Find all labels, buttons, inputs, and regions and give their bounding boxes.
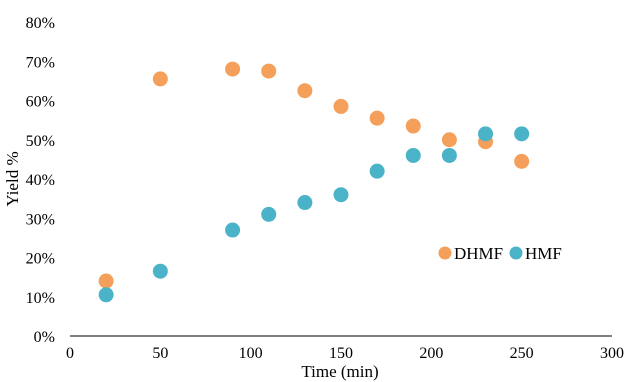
y-tick-label: 40%: [26, 172, 55, 189]
legend-label-hmf: HMF: [525, 244, 562, 263]
data-point-hmf: [369, 163, 385, 179]
data-point-hmf: [441, 147, 457, 163]
data-point-hmf: [261, 206, 277, 222]
data-point-hmf: [225, 222, 241, 238]
data-point-dhmf: [441, 132, 457, 148]
x-axis-title: Time (min): [301, 362, 378, 381]
data-point-dhmf: [333, 98, 349, 114]
y-tick-label: 30%: [26, 211, 55, 228]
y-tick-label: 70%: [26, 54, 55, 71]
data-point-dhmf: [514, 153, 530, 169]
x-tick-label: 100: [239, 345, 263, 362]
data-points: [98, 61, 530, 303]
data-point-hmf: [478, 126, 494, 142]
y-axis-ticks: 0% 10% 20% 30% 40% 50% 60% 70% 80%: [26, 15, 55, 346]
legend-label-dhmf: DHMF: [454, 244, 503, 263]
data-point-hmf: [333, 187, 349, 203]
y-tick-label: 50%: [26, 133, 55, 150]
data-point-dhmf: [152, 71, 168, 87]
data-point-dhmf: [225, 61, 241, 77]
x-tick-label: 200: [419, 345, 443, 362]
data-point-dhmf: [369, 110, 385, 126]
x-tick-label: 150: [329, 345, 353, 362]
y-tick-label: 0%: [34, 329, 55, 346]
data-point-hmf: [514, 126, 530, 142]
x-tick-label: 300: [600, 345, 624, 362]
data-point-hmf: [152, 263, 168, 279]
data-point-hmf: [297, 195, 313, 211]
x-tick-label: 0: [66, 345, 74, 362]
y-tick-label: 80%: [26, 15, 55, 32]
y-axis-title: Yield %: [3, 151, 22, 206]
data-point-dhmf: [297, 83, 313, 99]
x-axis-ticks: 0 50 100 150 200 250 300: [66, 345, 624, 362]
legend: DHMF HMF: [438, 244, 562, 263]
y-tick-label: 60%: [26, 94, 55, 111]
data-point-hmf: [405, 147, 421, 163]
data-point-hmf: [98, 287, 114, 303]
y-tick-label: 20%: [26, 251, 55, 268]
x-tick-label: 50: [152, 345, 168, 362]
data-point-dhmf: [261, 63, 277, 79]
data-point-dhmf: [405, 118, 421, 134]
legend-marker-hmf: [509, 246, 523, 260]
data-point-dhmf: [98, 273, 114, 289]
y-tick-label: 10%: [26, 290, 55, 307]
x-tick-label: 250: [510, 345, 534, 362]
legend-marker-dhmf: [438, 246, 452, 260]
